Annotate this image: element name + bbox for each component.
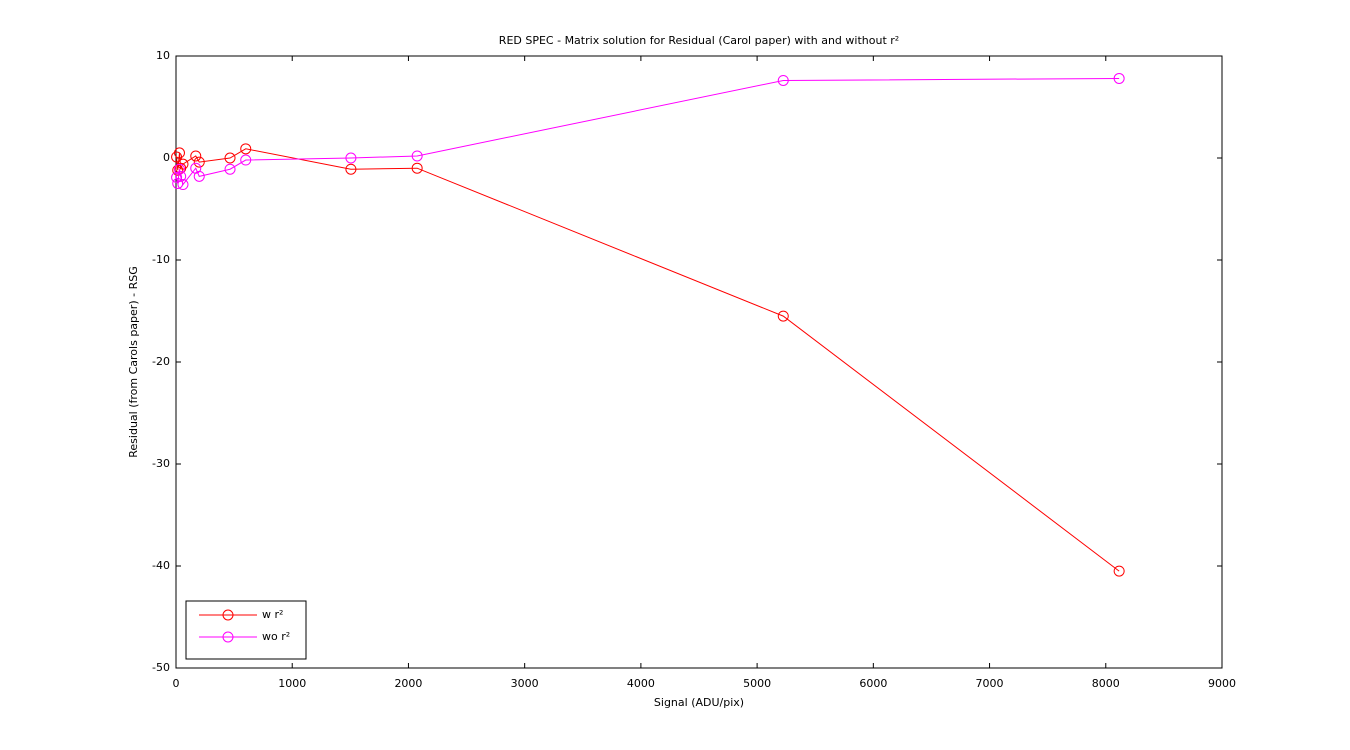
marker (240, 154, 252, 166)
y-tick-label: 0 (163, 151, 170, 164)
marker (777, 74, 789, 86)
marker (224, 163, 236, 175)
marker (177, 179, 189, 191)
marker (190, 150, 202, 162)
y-tick-label: -10 (152, 253, 170, 266)
y-tick-label: -40 (152, 559, 170, 572)
legend-marker (222, 609, 234, 621)
marker (193, 170, 205, 182)
x-tick-label: 9000 (1208, 677, 1236, 690)
marker (224, 152, 236, 164)
x-tick-label: 5000 (743, 677, 771, 690)
x-tick-label: 8000 (1092, 677, 1120, 690)
y-axis-label: Residual (from Carols paper) - RSG (127, 266, 140, 457)
legend-marker (222, 631, 234, 643)
marker (1113, 565, 1125, 577)
marker (411, 162, 423, 174)
x-tick-label: 0 (173, 677, 180, 690)
marker (345, 163, 357, 175)
y-tick-label: -50 (152, 661, 170, 674)
chart-title: RED SPEC - Matrix solution for Residual … (499, 34, 899, 47)
marker (411, 150, 423, 162)
x-tick-label: 4000 (627, 677, 655, 690)
x-tick-label: 2000 (394, 677, 422, 690)
y-tick-label: -30 (152, 457, 170, 470)
series-line (176, 77, 1120, 186)
marker (777, 310, 789, 322)
marker (1113, 72, 1125, 84)
marker (173, 147, 185, 159)
legend-label: wo r² (262, 630, 290, 643)
marker (171, 171, 183, 183)
plot-area (175, 55, 1223, 669)
marker (345, 152, 357, 164)
x-tick-label: 3000 (511, 677, 539, 690)
x-tick-label: 7000 (976, 677, 1004, 690)
marker (175, 170, 187, 182)
marker (240, 143, 252, 155)
legend-box (185, 600, 307, 660)
marker (172, 178, 184, 189)
x-tick-label: 6000 (859, 677, 887, 690)
legend-label: w r² (262, 608, 283, 621)
y-tick-label: 10 (156, 49, 170, 62)
x-axis-label: Signal (ADU/pix) (654, 696, 744, 709)
y-tick-label: -20 (152, 355, 170, 368)
x-tick-label: 1000 (278, 677, 306, 690)
marker (193, 156, 205, 168)
marker (173, 163, 185, 175)
